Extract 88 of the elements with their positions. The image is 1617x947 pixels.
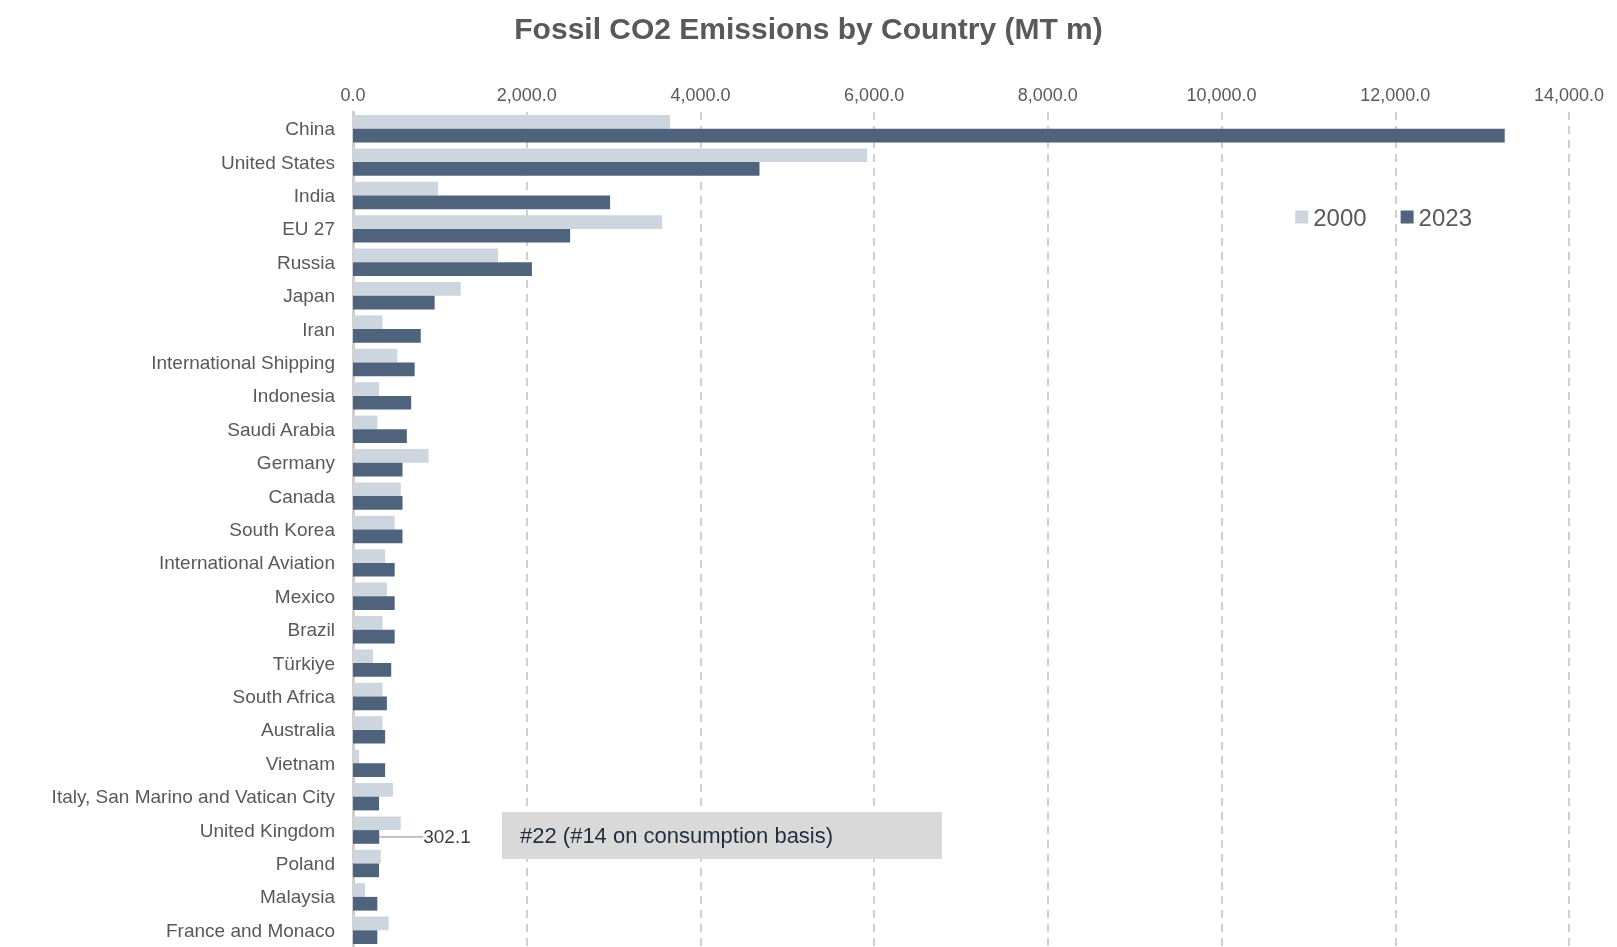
x-tick-label: 6,000.0 <box>844 85 905 105</box>
bar <box>353 329 421 343</box>
x-tick-label: 2,000.0 <box>496 85 557 105</box>
x-tick-label: 8,000.0 <box>1017 85 1078 105</box>
bar <box>353 295 435 310</box>
y-tick-label: Indonesia <box>252 385 336 407</box>
bar <box>353 549 386 563</box>
bar <box>353 629 395 644</box>
bar <box>353 682 383 697</box>
x-tick-label: 4,000.0 <box>670 85 731 105</box>
bar <box>353 195 611 210</box>
bar <box>353 462 403 477</box>
y-tick-label: Japan <box>283 285 335 307</box>
y-tick-label: Italy, San Marino and Vatican City <box>51 786 336 808</box>
x-tick-label: 14,000.0 <box>1533 85 1605 105</box>
note-box: #22 (#14 on consumption basis) <box>502 812 942 859</box>
bar <box>353 362 415 377</box>
bar <box>353 181 439 196</box>
y-tick-label: United States <box>220 151 335 173</box>
bar <box>353 796 380 811</box>
bar <box>353 496 403 510</box>
bar <box>353 916 389 931</box>
bar <box>353 215 663 229</box>
bar <box>353 262 532 276</box>
y-tick-label: International Shipping <box>151 352 335 373</box>
bar <box>353 482 401 497</box>
bar <box>353 649 373 664</box>
bar <box>353 562 395 577</box>
y-tick-label: Saudi Arabia <box>227 418 336 440</box>
bar <box>353 382 380 396</box>
bar <box>353 696 387 711</box>
y-tick-label: EU 27 <box>282 218 335 240</box>
y-tick-label: International Aviation <box>158 552 335 574</box>
y-tick-label: South Korea <box>229 519 336 540</box>
bar <box>353 849 381 864</box>
bar <box>353 515 395 530</box>
y-tick-label: Brazil <box>287 619 335 641</box>
y-tick-label: Vietnam <box>265 752 335 774</box>
bar <box>353 716 383 730</box>
chart-title: Fossil CO2 Emissions by Country (MT m) <box>514 11 1103 45</box>
y-tick-label: Australia <box>261 719 336 741</box>
bar <box>353 749 360 764</box>
y-tick-label: Germany <box>256 452 336 474</box>
bar <box>353 228 571 243</box>
bar <box>353 348 398 363</box>
y-tick-label: United Kingdom <box>199 819 335 841</box>
bar <box>353 763 386 777</box>
y-tick-label: Türkiye <box>272 652 335 674</box>
bar <box>353 896 378 911</box>
y-tick-label: Poland <box>275 853 335 874</box>
bar <box>353 529 403 544</box>
bar <box>353 282 461 296</box>
y-tick-label: South Africa <box>232 686 336 707</box>
bar <box>353 596 395 610</box>
bar <box>353 449 429 463</box>
y-tick-label: Malaysia <box>260 886 336 908</box>
bar <box>353 729 386 744</box>
bar <box>353 830 380 844</box>
bar <box>353 395 412 410</box>
bar <box>353 582 387 597</box>
bar <box>353 248 499 263</box>
legend-label: 2023 <box>1418 203 1472 231</box>
y-tick-label: Russia <box>276 251 336 273</box>
bar <box>353 930 378 944</box>
legend-label: 2000 <box>1313 203 1367 231</box>
data-label: 302.1 <box>423 826 471 848</box>
bar <box>353 783 393 797</box>
bar <box>353 616 383 630</box>
bar <box>353 816 401 831</box>
y-tick-label: India <box>293 185 336 206</box>
x-tick-label: 12,000.0 <box>1360 85 1431 105</box>
bar <box>353 863 380 878</box>
y-tick-label: France and Monaco <box>166 919 335 941</box>
x-tick-label: 0.0 <box>340 85 366 105</box>
x-tick-label: 10,000.0 <box>1186 85 1257 105</box>
bar <box>353 128 1505 143</box>
bar <box>353 148 868 163</box>
y-tick-label: China <box>285 118 336 140</box>
bar <box>353 883 366 897</box>
bar <box>353 429 407 443</box>
y-tick-label: Canada <box>268 485 336 507</box>
bar <box>353 162 760 176</box>
bar <box>353 663 392 677</box>
y-tick-label: Mexico <box>274 585 335 607</box>
bar <box>353 415 378 430</box>
y-tick-label: Iran <box>302 318 335 340</box>
bar <box>353 115 671 129</box>
bar <box>353 315 383 330</box>
